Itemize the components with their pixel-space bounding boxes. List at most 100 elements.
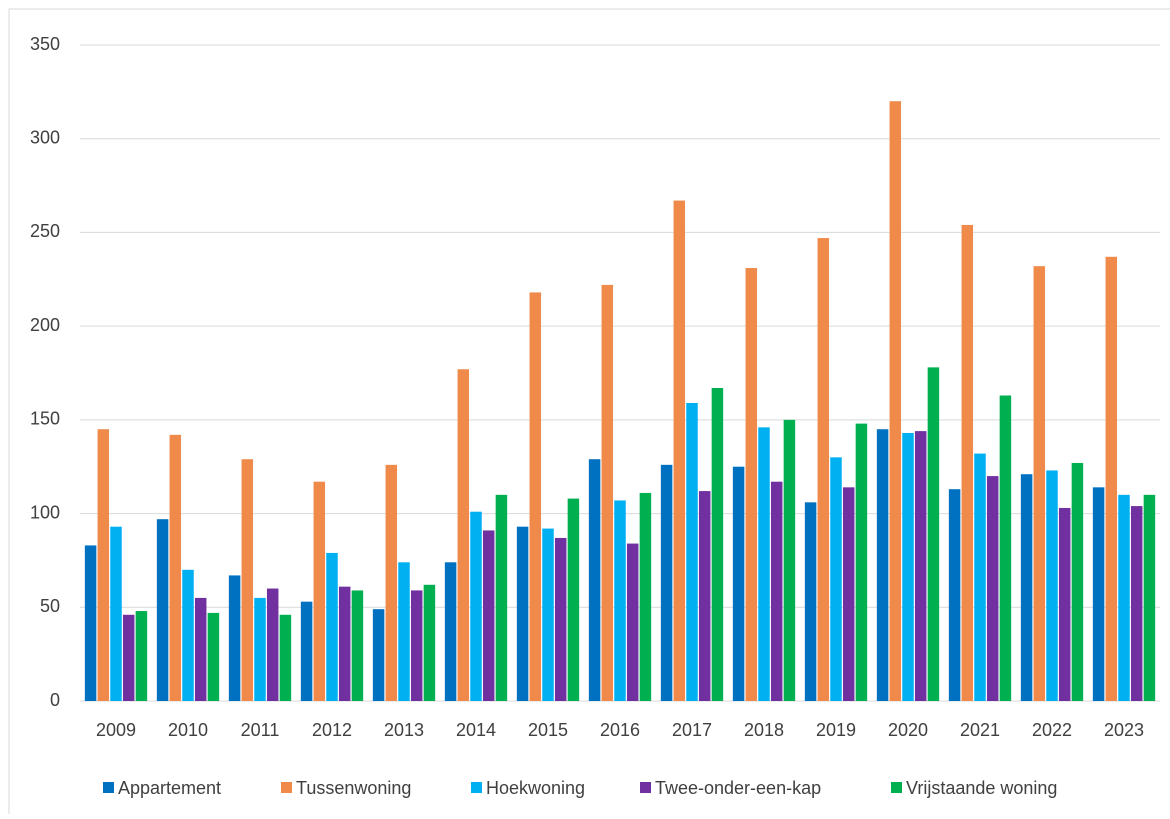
- y-tick-label: 250: [30, 221, 60, 241]
- bar: [554, 537, 567, 701]
- legend-label: Vrijstaande woning: [906, 778, 1057, 798]
- y-tick-label: 50: [40, 596, 60, 616]
- bar: [470, 511, 482, 701]
- bar: [182, 569, 194, 701]
- y-tick-label: 300: [30, 127, 60, 147]
- bar: [516, 526, 529, 701]
- bar: [974, 453, 986, 701]
- bar: [804, 502, 817, 701]
- bar: [529, 292, 542, 701]
- bar: [254, 597, 266, 701]
- bar: [326, 552, 338, 701]
- bar: [84, 545, 97, 701]
- bar: [495, 494, 508, 701]
- x-tick-label: 2014: [456, 720, 496, 740]
- y-tick-label: 150: [30, 409, 60, 429]
- x-tick-label: 2023: [1104, 720, 1144, 740]
- bar: [482, 530, 495, 701]
- bar: [372, 609, 385, 701]
- bar: [156, 519, 169, 701]
- bar: [999, 395, 1012, 701]
- bar: [783, 419, 796, 701]
- bar: [110, 526, 122, 701]
- legend-swatch: [471, 782, 482, 793]
- bar: [1046, 470, 1058, 701]
- bar: [1092, 487, 1105, 701]
- bar: [902, 432, 914, 701]
- bar: [660, 464, 673, 701]
- x-tick-label: 2016: [600, 720, 640, 740]
- bar: [169, 434, 182, 701]
- bar: [1118, 494, 1130, 701]
- x-tick-label: 2013: [384, 720, 424, 740]
- y-tick-label: 100: [30, 502, 60, 522]
- bar: [1143, 494, 1156, 701]
- bar: [876, 429, 889, 701]
- legend-swatch: [640, 782, 651, 793]
- y-tick-label: 0: [50, 690, 60, 710]
- legend-label: Appartement: [118, 778, 221, 798]
- legend-swatch: [891, 782, 902, 793]
- bar: [279, 614, 292, 701]
- bar: [1071, 462, 1084, 701]
- bar: [986, 476, 999, 701]
- bar: [228, 575, 241, 701]
- bar: [770, 481, 783, 701]
- bar: [927, 367, 940, 701]
- x-tick-label: 2017: [672, 720, 712, 740]
- chart-border: [8, 8, 1170, 819]
- bar: [567, 498, 580, 701]
- legend-swatch: [281, 782, 292, 793]
- bar: [266, 588, 279, 701]
- bar: [410, 590, 423, 701]
- bar: [241, 459, 254, 701]
- y-tick-label: 200: [30, 315, 60, 335]
- bar: [1105, 256, 1118, 701]
- bar: [135, 611, 148, 701]
- x-tick-label: 2012: [312, 720, 352, 740]
- bar: [351, 590, 364, 701]
- bar: [711, 387, 724, 701]
- bar: [1033, 266, 1046, 701]
- legend-swatch: [103, 782, 114, 793]
- x-tick-label: 2011: [241, 720, 280, 740]
- bar: [626, 543, 639, 701]
- bar: [207, 612, 220, 701]
- bar: [855, 423, 868, 701]
- bar: [385, 464, 398, 701]
- legend-label: Twee-onder-een-kap: [655, 778, 821, 798]
- bar: [97, 429, 110, 701]
- x-tick-label: 2022: [1032, 720, 1072, 740]
- bar: [457, 369, 470, 701]
- bar: [758, 427, 770, 701]
- bar: [745, 268, 758, 701]
- bar: [961, 224, 974, 701]
- bar: [338, 586, 351, 701]
- bar: [194, 597, 207, 701]
- bar: [398, 562, 410, 701]
- bar: [639, 492, 652, 701]
- bar: [1020, 474, 1033, 701]
- bar: [889, 101, 902, 701]
- bar: [948, 489, 961, 701]
- x-tick-label: 2010: [168, 720, 208, 740]
- x-tick-label: 2021: [960, 720, 1000, 740]
- bar: [686, 402, 698, 701]
- bar: [914, 431, 927, 701]
- bar: [588, 459, 601, 701]
- bar: [1130, 506, 1143, 701]
- legend-label: Hoekwoning: [486, 778, 585, 798]
- bar: [614, 500, 626, 701]
- bar: [313, 481, 326, 701]
- y-tick-label: 350: [30, 34, 60, 54]
- x-tick-label: 2019: [816, 720, 856, 740]
- bar: [300, 601, 313, 701]
- x-tick-label: 2015: [528, 720, 568, 740]
- x-tick-label: 2009: [96, 720, 136, 740]
- bar: [1058, 507, 1071, 701]
- x-tick-label: 2020: [888, 720, 928, 740]
- x-tick-label: 2018: [744, 720, 784, 740]
- bar: [732, 466, 745, 701]
- bar: [817, 238, 830, 701]
